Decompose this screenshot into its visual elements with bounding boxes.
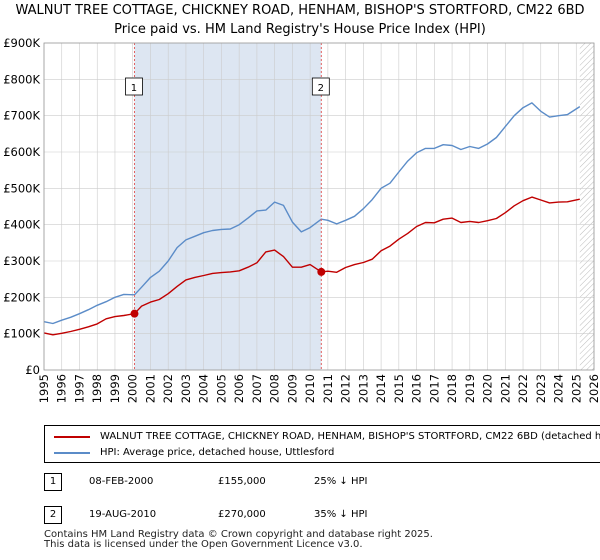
x-tick-label: 2019 <box>463 374 477 403</box>
x-tick-label: 2021 <box>498 374 512 403</box>
y-tick-label: £400K <box>3 218 40 232</box>
footer: Contains HM Land Registry data © Crown c… <box>44 530 433 550</box>
y-tick-label: £0 <box>25 363 40 377</box>
y-tick-label: £200K <box>3 290 40 304</box>
forecast-hatched-region <box>579 43 594 370</box>
plot-border <box>43 42 595 371</box>
x-tick-label: 1999 <box>108 374 122 403</box>
y-tick-label: £700K <box>3 109 40 123</box>
sale-date: 19-AUG-2010 <box>89 509 157 520</box>
chart-title-line2: Price paid vs. HM Land Registry's House … <box>114 22 486 37</box>
x-tick-label: 1997 <box>72 374 86 403</box>
y-tick-label: £900K <box>3 36 40 50</box>
chart-title-line1: WALNUT TREE COTTAGE, CHICKNEY ROAD, HENH… <box>15 3 585 18</box>
sale-marker-number: 1 <box>131 83 137 94</box>
legend-swatch-property <box>54 436 90 438</box>
ownership-shaded-region <box>134 43 322 370</box>
chart-title: WALNUT TREE COTTAGE, CHICKNEY ROAD, HENH… <box>0 1 600 39</box>
sale-price: £270,000 <box>218 509 266 520</box>
hpi-line <box>43 102 581 325</box>
x-tick-label: 2018 <box>445 374 459 403</box>
sale-row: 1 08-FEB-2000 £155,000 25% ↓ HPI <box>44 473 594 493</box>
sale-point <box>317 267 326 276</box>
y-tick-label: £800K <box>3 72 40 86</box>
y-tick-label: £300K <box>3 254 40 268</box>
sale-date: 08-FEB-2000 <box>89 476 154 487</box>
sale-marker-label: 1 <box>125 77 143 96</box>
x-tick-label: 2012 <box>339 374 353 403</box>
x-tick-label: 1996 <box>55 374 69 403</box>
y-tick-label: £100K <box>3 327 40 341</box>
sale-marker-box <box>125 77 143 96</box>
x-tick-label: 2023 <box>534 374 548 403</box>
x-tick-label: 2005 <box>214 374 228 403</box>
sale-hpi-diff: 35% ↓ HPI <box>314 509 368 520</box>
sale-number-badge: 2 <box>44 506 62 524</box>
sale-price: £155,000 <box>218 476 266 487</box>
x-tick-label: 2026 <box>587 374 600 403</box>
x-tick-label: 2002 <box>161 374 175 403</box>
sale-marker-box <box>311 77 330 96</box>
y-tick-label: £600K <box>3 145 40 159</box>
x-tick-label: 2004 <box>197 374 211 403</box>
x-tick-label: 2003 <box>179 374 193 403</box>
x-tick-label: 2014 <box>374 374 388 403</box>
legend-label-hpi: HPI: Average price, detached house, Uttl… <box>100 447 335 458</box>
x-tick-label: 2001 <box>143 374 157 403</box>
sale-row: 2 19-AUG-2010 £270,000 35% ↓ HPI <box>44 506 594 526</box>
x-tick-label: 2010 <box>303 374 317 403</box>
footer-line2: This data is licensed under the Open Gov… <box>44 539 363 550</box>
x-tick-label: 2000 <box>126 374 140 403</box>
x-tick-label: 2024 <box>552 374 566 403</box>
x-tick-label: 2022 <box>516 374 530 403</box>
x-tick-label: 2013 <box>356 374 370 403</box>
x-tick-label: 2009 <box>285 374 299 403</box>
footer-line1: Contains HM Land Registry data © Crown c… <box>44 529 433 540</box>
x-tick-label: 2007 <box>250 374 264 403</box>
x-tick-label: 2015 <box>392 374 406 403</box>
x-tick-label: 2008 <box>268 374 282 403</box>
sale-hpi-diff: 25% ↓ HPI <box>314 476 368 487</box>
sale-marker-label: 2 <box>311 77 330 96</box>
x-tick-label: 2016 <box>410 374 424 403</box>
sale-number-badge: 1 <box>44 473 62 491</box>
x-tick-label: 2011 <box>321 374 335 403</box>
legend-label-property: WALNUT TREE COTTAGE, CHICKNEY ROAD, HENH… <box>100 431 600 442</box>
x-tick-label: 2017 <box>427 374 441 403</box>
x-tick-label: 2020 <box>481 374 495 403</box>
x-tick-label: 2025 <box>569 374 583 403</box>
legend: WALNUT TREE COTTAGE, CHICKNEY ROAD, HENH… <box>44 425 600 463</box>
x-tick-label: 2006 <box>232 374 246 403</box>
sale-marker-number: 2 <box>318 83 324 94</box>
price-chart: 1 2 £0 £100K £200K £300K £400K £500K £600K £700K… <box>3 36 600 403</box>
x-tick-label: 1998 <box>90 374 104 403</box>
legend-swatch-hpi <box>54 452 90 454</box>
x-tick-label: 1995 <box>37 374 51 403</box>
sale-point <box>130 309 139 318</box>
y-tick-label: £500K <box>3 181 40 195</box>
